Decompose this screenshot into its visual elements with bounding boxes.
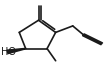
Text: HO: HO — [1, 47, 16, 57]
Polygon shape — [7, 48, 26, 54]
